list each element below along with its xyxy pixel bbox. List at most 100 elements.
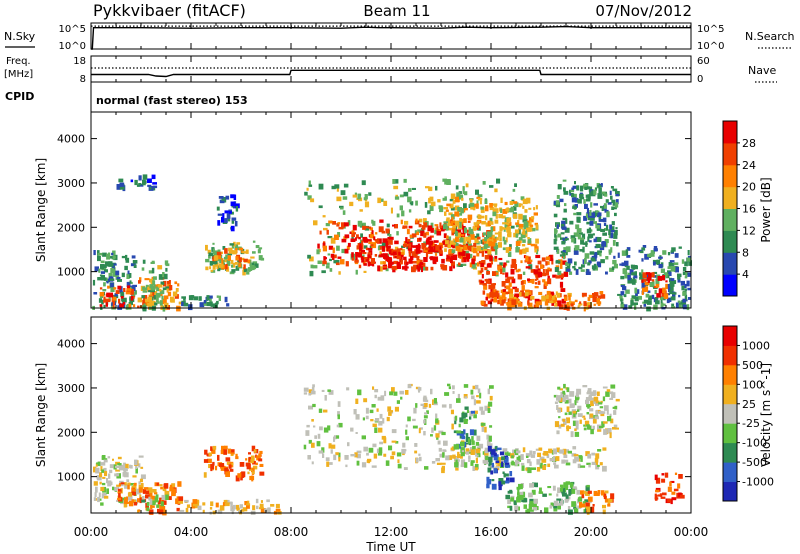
power-echo-region-9 bbox=[354, 236, 457, 273]
x-tick-label-0: 00:00 bbox=[74, 525, 109, 539]
power-colorbar-cell-4 bbox=[723, 186, 737, 209]
noise-left-tick-bottom: 10^0 bbox=[59, 41, 86, 52]
x-tick-label-5: 20:00 bbox=[574, 525, 609, 539]
vel-y-tick-label-0: 1000 bbox=[57, 471, 85, 484]
noise-left-tick-top: 10^5 bbox=[59, 24, 86, 35]
power-colorbar-tick-label-0: 28 bbox=[742, 137, 756, 150]
power-y-tick-label-2: 3000 bbox=[57, 177, 85, 190]
power-colorbar-cell-1 bbox=[723, 252, 737, 275]
vel-colorbar-tick-label-3: 25 bbox=[742, 398, 756, 411]
vel-colorbar-tick-label-2: 100 bbox=[742, 378, 763, 391]
noise-left-label: N.Sky bbox=[4, 30, 36, 43]
vel-echo-region-11 bbox=[579, 490, 615, 515]
beam-title: Beam 11 bbox=[363, 2, 430, 20]
vel-echo-region-6 bbox=[303, 383, 494, 471]
power-echo-region-1 bbox=[99, 285, 136, 309]
velocity-y-axis-label: Slant Range [km] bbox=[34, 363, 48, 467]
vel-colorbar-tick-label-1: 500 bbox=[742, 359, 763, 372]
vel-y-tick-label-3: 4000 bbox=[57, 338, 85, 351]
vel-colorbar-tick-label-4: -25 bbox=[742, 417, 760, 430]
power-colorbar-tick-label-1: 24 bbox=[742, 159, 756, 172]
vel-echo-region-12 bbox=[654, 472, 685, 505]
frequency-left-tick-bottom: 8 bbox=[80, 74, 86, 85]
vel-echo-region-3 bbox=[141, 494, 169, 512]
cpid-text: normal (fast stereo) 153 bbox=[96, 94, 248, 107]
power-panel: 1000 2000 3000 4000 Slant Range [km] 28 24 20… bbox=[34, 111, 773, 312]
frequency-series-0 bbox=[91, 69, 691, 78]
power-echo-region-13 bbox=[553, 179, 620, 275]
power-echo-region-12 bbox=[491, 289, 606, 312]
vel-colorbar-cell-4 bbox=[723, 403, 737, 424]
power-echo-region-3 bbox=[141, 259, 170, 312]
noise-panel: N.Sky 10^5 10^0 10^5 10^0 N.Search bbox=[4, 22, 795, 52]
vel-y-tick-label-1: 2000 bbox=[57, 426, 85, 439]
cpid-label: CPID bbox=[5, 90, 34, 103]
power-y-tick-label-1: 2000 bbox=[57, 221, 85, 234]
power-colorbar-cell-0 bbox=[723, 274, 737, 297]
vel-colorbar-cell-1 bbox=[723, 462, 737, 482]
power-echo-region-14 bbox=[617, 245, 692, 312]
power-colorbar-label: Power [dB] bbox=[759, 177, 773, 242]
power-colorbar-cell-3 bbox=[723, 208, 737, 231]
x-tick-label-2: 08:00 bbox=[274, 525, 309, 539]
vel-colorbar-tick-label-6: -500 bbox=[742, 456, 767, 469]
vel-colorbar-tick-label-0: 1000 bbox=[742, 339, 770, 352]
noise-right-tick-top: 10^5 bbox=[697, 24, 724, 35]
power-colorbar-cell-6 bbox=[723, 142, 737, 166]
x-tick-label-6: 00:00 bbox=[674, 525, 709, 539]
power-colorbar-cell-7 bbox=[723, 121, 737, 144]
power-y-tick-label-3: 4000 bbox=[57, 133, 85, 146]
frequency-left-label: Freq. bbox=[6, 56, 31, 67]
station-title: Pykkvibaer (fitACF) bbox=[93, 1, 246, 20]
vel-colorbar-cell-6 bbox=[723, 364, 737, 385]
x-tick-label-4: 16:00 bbox=[474, 525, 509, 539]
power-colorbar-tick-label-3: 16 bbox=[742, 203, 756, 216]
power-echo-region-15 bbox=[641, 272, 669, 299]
power-y-axis-label: Slant Range [km] bbox=[34, 158, 48, 262]
vel-echo-region-13 bbox=[453, 406, 477, 450]
vel-colorbar-cell-0 bbox=[723, 481, 737, 502]
noise-right-tick-bottom: 10^0 bbox=[697, 41, 724, 52]
vel-echo-region-8 bbox=[486, 445, 515, 491]
power-colorbar-tick-label-5: 8 bbox=[742, 246, 749, 259]
power-echo-region-17 bbox=[216, 194, 240, 232]
noise-right-label: N.Search bbox=[745, 30, 795, 43]
power-colorbar-tick-label-6: 4 bbox=[742, 268, 749, 281]
velocity-colorbar-label: Velocity [m s^-1] bbox=[759, 363, 773, 467]
power-echo-region-16 bbox=[116, 174, 158, 192]
frequency-right-tick-bottom: 0 bbox=[697, 74, 703, 85]
power-colorbar-tick-label-2: 20 bbox=[742, 181, 756, 194]
vel-colorbar-frame bbox=[722, 325, 738, 502]
x-axis-label: Time UT bbox=[365, 540, 416, 554]
power-echo-region-11 bbox=[478, 254, 569, 310]
power-colorbar-tick-label-4: 12 bbox=[742, 224, 756, 237]
vel-echo-region-9 bbox=[505, 481, 592, 515]
power-echo-region-6 bbox=[212, 247, 255, 270]
vel-y-tick-label-2: 3000 bbox=[57, 382, 85, 395]
vel-colorbar-cell-3 bbox=[723, 423, 737, 444]
vel-echo-region-5 bbox=[203, 445, 265, 482]
vel-colorbar-cell-5 bbox=[723, 384, 737, 405]
power-colorbar-cell-2 bbox=[723, 230, 737, 253]
date-title: 07/Nov/2012 bbox=[595, 2, 692, 20]
vel-colorbar-cell-2 bbox=[723, 442, 737, 463]
vel-colorbar-tick-label-5: -100 bbox=[742, 437, 767, 450]
vel-colorbar-cell-7 bbox=[723, 345, 737, 366]
x-tick-label-3: 12:00 bbox=[374, 525, 409, 539]
vel-colorbar-cell-8 bbox=[723, 326, 737, 346]
vel-echo-region-10 bbox=[553, 383, 620, 439]
nave-right-label: Nave bbox=[748, 64, 776, 77]
power-echo-region-0 bbox=[92, 250, 138, 310]
frequency-left-tick-top: 18 bbox=[73, 56, 86, 67]
x-tick-label-1: 04:00 bbox=[174, 525, 209, 539]
frequency-right-tick-top: 60 bbox=[697, 56, 710, 67]
frequency-left-unit: [MHz] bbox=[4, 69, 33, 80]
power-echo-region-4 bbox=[181, 295, 230, 311]
power-echo-region-10 bbox=[443, 196, 539, 255]
power-y-tick-label-0: 1000 bbox=[57, 266, 85, 279]
noise-series-0 bbox=[91, 25, 691, 50]
power-colorbar-cell-5 bbox=[723, 164, 737, 188]
vel-colorbar-tick-label-7: -1000 bbox=[742, 476, 774, 489]
